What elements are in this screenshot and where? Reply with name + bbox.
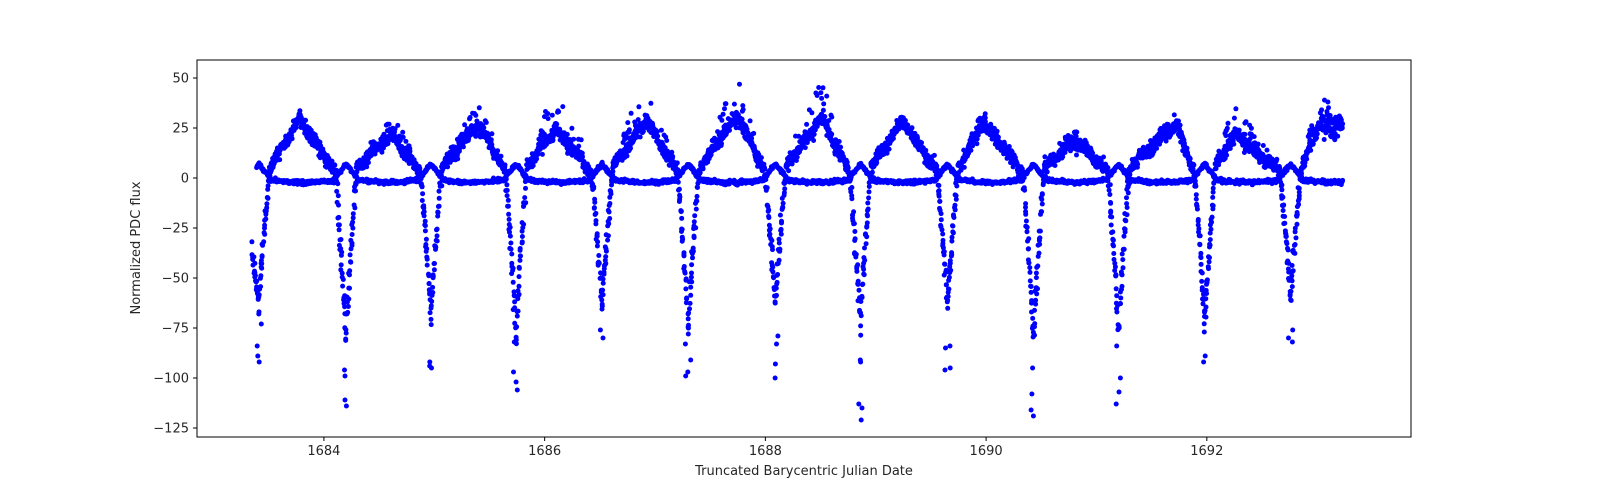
- y-tick-label: 25: [172, 122, 189, 137]
- y-tick-label: 50: [172, 72, 189, 87]
- x-tick-label: 1690: [970, 444, 1003, 459]
- x-tick-label: 1686: [528, 444, 561, 459]
- y-axis-label: Normalized PDC flux: [129, 181, 144, 314]
- x-axis-ticks: 1684 1686 1688 1690 1692: [307, 437, 1223, 459]
- x-tick-label: 1684: [307, 444, 340, 459]
- y-tick-label: −50: [162, 272, 189, 287]
- y-tick-label: 0: [181, 172, 189, 187]
- data-points: [249, 81, 1346, 423]
- x-tick-label: 1688: [749, 444, 782, 459]
- x-tick-label: 1692: [1190, 444, 1223, 459]
- y-axis-ticks: 50 25 0 −25 −50 −75 −100 −125: [153, 72, 197, 437]
- y-tick-label: −100: [153, 372, 189, 387]
- y-tick-label: −25: [162, 222, 189, 237]
- x-axis-label: Truncated Barycentric Julian Date: [694, 464, 913, 479]
- axes-frame: [196, 59, 1412, 438]
- y-tick-label: −75: [162, 322, 189, 337]
- y-tick-label: −125: [153, 422, 189, 437]
